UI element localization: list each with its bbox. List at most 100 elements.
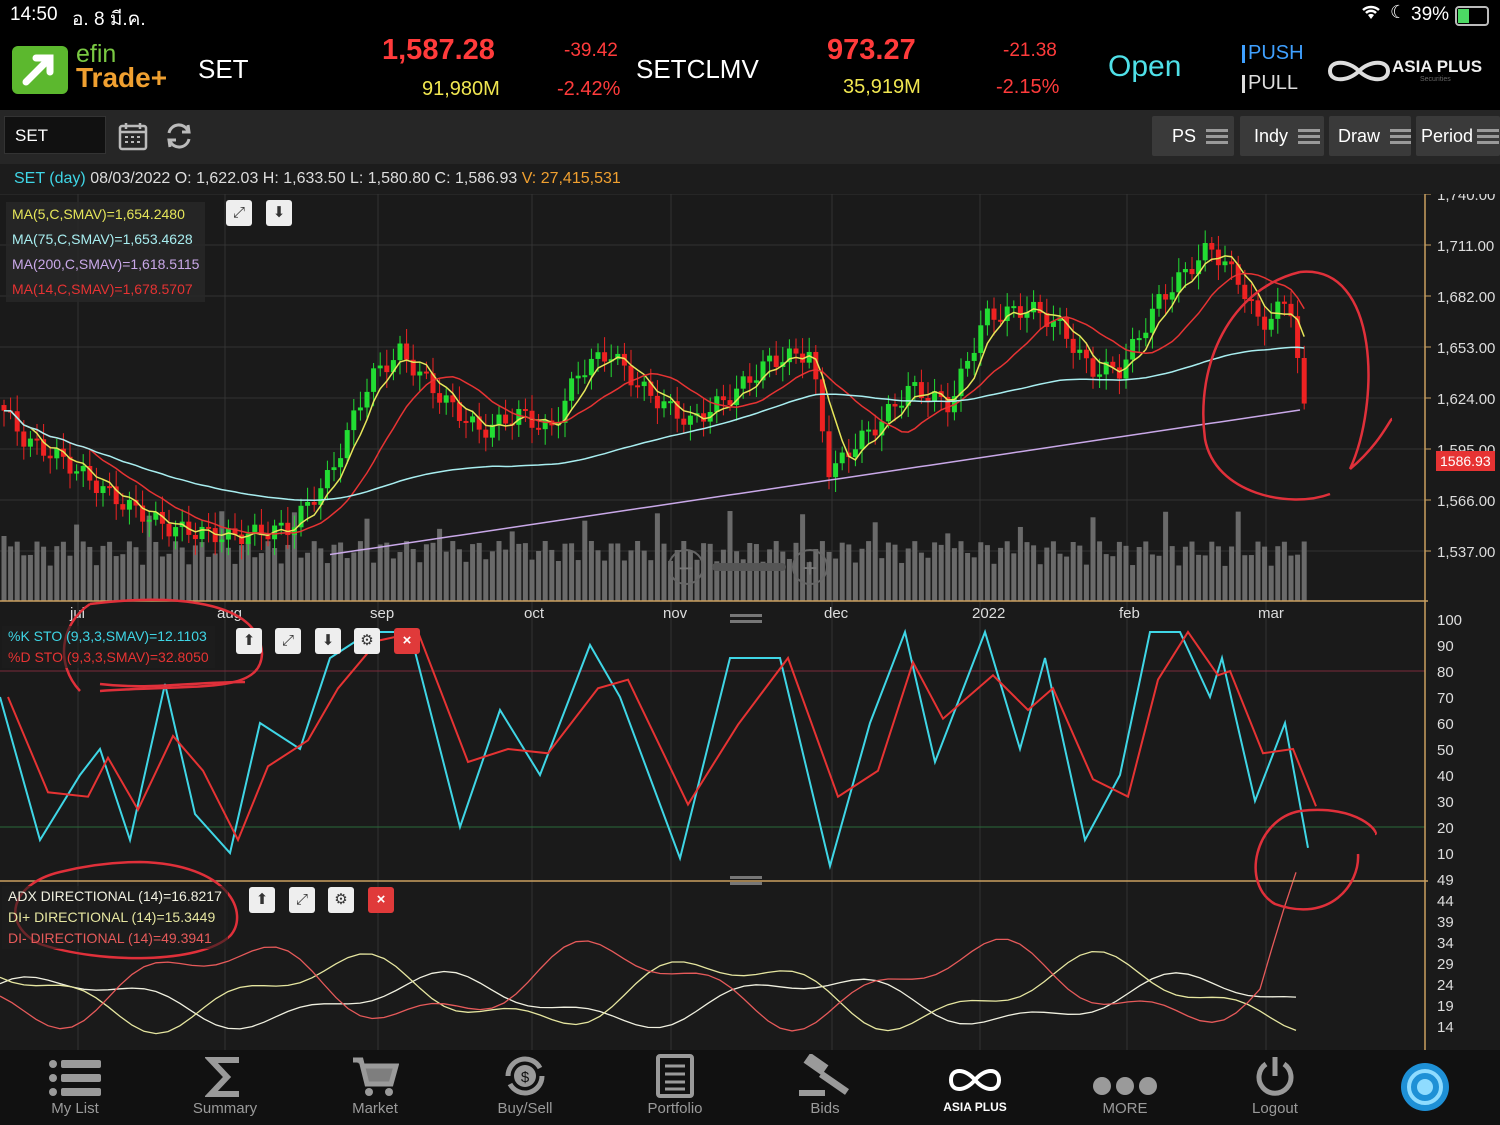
calendar-icon[interactable]	[118, 121, 148, 156]
ps-button[interactable]: PS	[1152, 116, 1234, 156]
expand-icon[interactable]: ⤢	[289, 887, 315, 913]
settings-gear-icon[interactable]: ⚙	[328, 887, 354, 913]
tab-asiaplus[interactable]: ASIA PLUS	[900, 1050, 1050, 1125]
tab-logout[interactable]: Logout	[1200, 1050, 1350, 1125]
candle-body	[542, 420, 548, 430]
symbol-input[interactable]: SET	[4, 116, 106, 154]
tab-more[interactable]: MORE	[1050, 1050, 1200, 1125]
chart-area[interactable]: 1,740.00 1,711.00 1,682.00 1,653.00 1,624.00…	[0, 194, 1500, 1050]
annotation-circle	[1254, 808, 1377, 911]
volume-bar	[912, 541, 918, 601]
volume-bar	[701, 543, 707, 601]
price-tick: 1,740.00	[1437, 194, 1495, 204]
index2-volume: 35,919M	[843, 76, 921, 98]
volume-bar	[661, 543, 667, 601]
volume-bar	[866, 541, 872, 601]
candle-body	[173, 527, 179, 537]
candle-body	[1156, 294, 1162, 309]
settings-gear-icon[interactable]: ⚙	[354, 628, 380, 654]
logo-line1: efin	[76, 40, 117, 68]
period-button[interactable]: Period	[1416, 116, 1500, 156]
expand-icon[interactable]: ⤢	[226, 200, 252, 226]
sto-k-legend: %K STO (9,3,3,SMAV)=12.1103	[8, 628, 207, 644]
candle-body	[344, 430, 350, 459]
candle-body	[852, 449, 858, 458]
low-label: L:	[349, 170, 364, 187]
volume-bar	[476, 542, 482, 601]
ps-label: PS	[1172, 125, 1197, 146]
candle-body	[747, 376, 753, 383]
candle-body	[285, 522, 291, 536]
volume-bar	[1103, 554, 1109, 601]
volume-bar	[760, 561, 766, 601]
volume-bar	[107, 541, 113, 601]
candle-body	[311, 501, 317, 505]
candle-body	[1103, 361, 1109, 375]
arrow-down-icon[interactable]: ⬇	[266, 200, 292, 226]
candle-body	[912, 382, 918, 386]
tab-portfolio[interactable]: Portfolio	[600, 1050, 750, 1125]
volume-bar	[991, 563, 997, 601]
volume-value: 27,415,531	[540, 170, 621, 187]
volume-bar	[602, 560, 608, 601]
volume-bar	[833, 558, 839, 601]
pull-button[interactable]: PULL	[1242, 72, 1298, 95]
candle-body	[430, 373, 436, 394]
tab-summary[interactable]: Summary	[150, 1050, 300, 1125]
candle-body	[252, 524, 258, 534]
close-icon[interactable]: ×	[368, 887, 394, 913]
candle-body	[991, 308, 997, 320]
close-icon[interactable]: ×	[394, 628, 420, 654]
arrow-up-icon[interactable]: ⬆	[236, 628, 262, 654]
volume-bar	[483, 559, 489, 601]
tab-market[interactable]: Market	[300, 1050, 450, 1125]
arrow-down-icon[interactable]: ⬇	[315, 628, 341, 654]
indy-button[interactable]: Indy	[1240, 116, 1324, 156]
volume-bar	[1097, 541, 1103, 601]
candle-body	[1215, 249, 1221, 266]
push-button[interactable]: PUSH	[1242, 42, 1304, 65]
volume-bar	[879, 558, 885, 601]
index2-name[interactable]: SETCLMV	[636, 54, 759, 84]
index2-value: 973.27	[827, 34, 916, 66]
tab-buysell[interactable]: $ Buy/Sell	[450, 1050, 600, 1125]
tab-label: Buy/Sell	[497, 1100, 553, 1117]
chart-canvas[interactable]: 1,740.00 1,711.00 1,682.00 1,653.00 1,624.00…	[0, 194, 1500, 1050]
candle-body	[945, 396, 951, 413]
candle-body	[331, 467, 337, 471]
volume-bar	[767, 549, 773, 601]
volume-bar	[727, 511, 733, 601]
zoom-slider[interactable]	[712, 563, 786, 571]
expand-icon[interactable]: ⤢	[275, 628, 301, 654]
candle-body	[219, 539, 225, 543]
volume-bar	[173, 541, 179, 601]
efin-logo-icon	[12, 46, 68, 94]
volume-bar	[529, 559, 535, 601]
candle-body	[1044, 313, 1050, 327]
volume-bar	[371, 562, 377, 601]
tab-mylist[interactable]: My List	[0, 1050, 150, 1125]
status-bar: 14:50 อ. 8 มี.ค. ☾ 39%	[0, 0, 1500, 30]
volume-bar	[1070, 542, 1076, 601]
tab-bids[interactable]: Bids	[750, 1050, 900, 1125]
candle-body	[450, 395, 456, 403]
draw-button[interactable]: Draw	[1329, 116, 1411, 156]
zoom-in-button[interactable]: +	[792, 549, 828, 585]
zoom-out-button[interactable]: −	[668, 549, 704, 585]
arrow-up-icon[interactable]: ⬆	[249, 887, 275, 913]
volume-bar	[582, 520, 588, 601]
volume-bar	[450, 541, 456, 601]
volume-bar	[489, 551, 495, 601]
volume-bar	[212, 553, 218, 601]
volume-bar	[958, 541, 964, 601]
assistive-touch-icon[interactable]	[1398, 1060, 1452, 1114]
candle-body	[1163, 294, 1169, 300]
candle-body	[1288, 303, 1294, 317]
volume-bar	[1037, 564, 1043, 601]
sto-tick: 20	[1437, 820, 1454, 837]
candle-body	[100, 486, 106, 494]
volume-bar	[206, 556, 212, 601]
index1-name[interactable]: SET	[198, 54, 249, 84]
refresh-icon[interactable]	[164, 122, 194, 155]
candle-body	[351, 410, 357, 431]
